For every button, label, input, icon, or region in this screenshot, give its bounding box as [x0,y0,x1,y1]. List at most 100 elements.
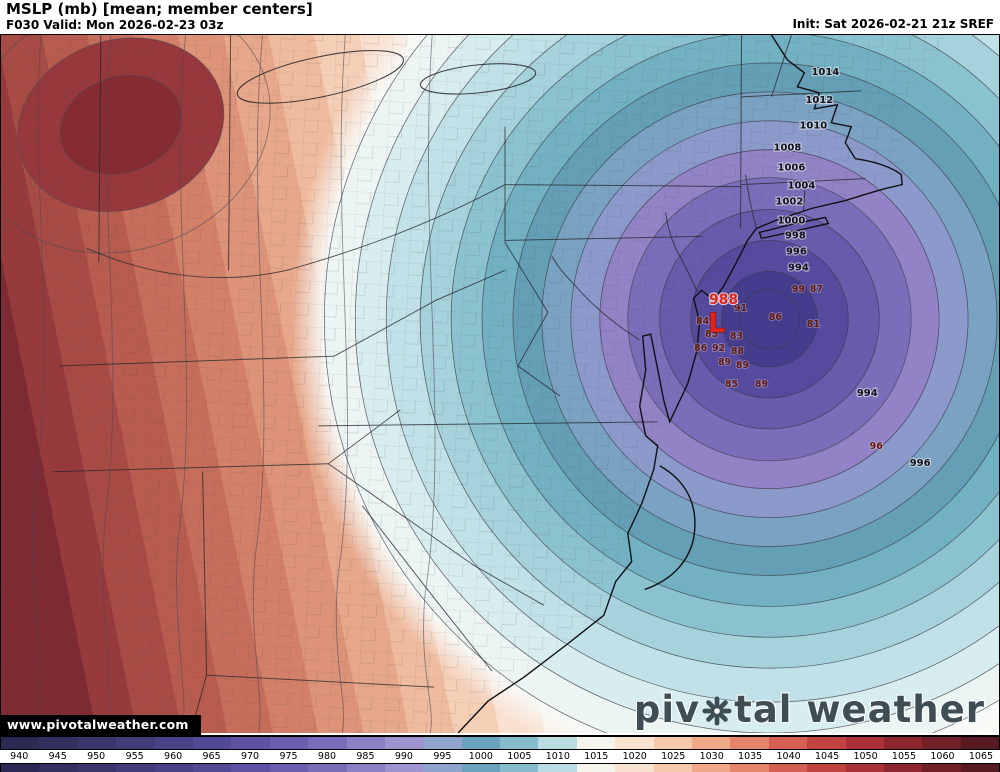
great-lakes-outline [236,50,537,104]
colorbar-cell [39,737,78,749]
partial-colorbar-cell [39,764,78,772]
partial-colorbar-cell [308,764,347,772]
colorbar-cell [730,737,769,749]
member-center-label: 92 [712,343,725,354]
colorbar-cell [576,737,616,749]
partial-colorbar-cell [730,764,769,772]
colorbar-cell [960,737,1000,749]
colorbar-footer: 940 945 950 955 960 965 970 975 980 985 990 995 1000… [0,736,1000,772]
header-left: MSLP (mb) [mean; member centers] F030 Va… [6,0,313,33]
colorbar-cell [231,737,270,749]
contour-label: 1012 [805,95,833,106]
colorbar-tick-label: 1030 [699,751,724,762]
colorbar-tick-label: 1035 [738,751,763,762]
map-area: 1014 1012 1010 1008 1006 1004 1002 1000 998 996 99… [0,34,1000,736]
contour-label: 1004 [788,181,816,192]
contour-label: 994 [857,388,878,399]
partial-colorbar-cell [692,764,731,772]
partial-colorbar-cell [500,764,539,772]
colorbar-cell [308,737,347,749]
contour-lines-high [1,35,436,733]
colorbar-tick-label: 1055 [891,751,917,762]
colorbar-tick-label: 955 [125,751,144,762]
partial-colorbar-cell [845,764,884,772]
partial-colorbar-cell [269,764,309,772]
low-symbol: L [708,308,725,339]
contour-label: 1008 [774,143,802,154]
colorbar-tick-label: 980 [317,751,337,762]
member-center-label: 85 [725,379,738,390]
colorbar-tick-label: 950 [87,751,106,762]
member-center-label: 85 [705,329,718,340]
colorbar-tick-label: 1050 [853,751,878,762]
county-grid [1,35,950,733]
partial-colorbar-cell [653,764,693,772]
contour-label: 996 [786,246,807,257]
colorbar-cell [116,737,155,749]
map-header: MSLP (mb) [mean; member centers] F030 Va… [0,0,1000,34]
colorbar-tick-label: 1040 [776,751,801,762]
colorbar-tick-label: 1015 [584,751,609,762]
contour-label: 1006 [778,163,806,174]
partial-colorbar-cell [461,764,501,772]
contour-label: 1000 [778,215,806,226]
member-center-label: 88 [731,346,744,357]
colorbar-tick-label: 995 [433,751,452,762]
colorbar-tick-label: 945 [48,751,67,762]
partial-colorbar-cell [154,764,193,772]
colorbar-tick-label: 1010 [545,751,570,762]
colorbar-cell [768,737,808,749]
member-center-label: 89 [755,379,768,390]
colorbar-cell [384,737,424,749]
colorbar-tick-label: 975 [279,751,298,762]
colorbar-tick-label: 965 [202,751,221,762]
brand-text-right: tal weather [734,688,985,731]
colorbar-cell [807,737,846,749]
contour-lines-low [324,35,999,733]
colorbar-tick-label: 970 [240,751,260,762]
member-center-label: 84 [696,316,710,327]
partial-colorbar-cell [615,764,654,772]
coastline [457,35,903,733]
partial-colorbar-cells [0,763,1000,772]
low-value-label: 988 [709,292,738,308]
partial-colorbar-cell [423,764,462,772]
init-time-label: Init: Sat 2026-02-21 21z SREF [792,17,994,31]
partial-colorbar-cell [1,764,40,772]
colorbar-tick-label: 960 [164,751,183,762]
pivotal-star-icon [702,695,732,726]
partial-colorbar-cell [116,764,155,772]
colorbar-cell [1,737,40,749]
partial-colorbar-cell [807,764,846,772]
member-center-label: 89 [736,360,749,371]
colorbar-cell [922,737,961,749]
colorbar-cell [500,737,539,749]
colorbar-cell [615,737,654,749]
partial-colorbar-cell [768,764,808,772]
valid-time-label: F030 Valid: Mon 2026-02-23 03z [6,18,224,32]
contour-label: 1002 [776,197,804,208]
member-center-label: 96 [870,441,884,452]
partial-colorbar-cell [77,764,117,772]
colorbar-tick-label: 1045 [814,751,840,762]
brand-logo: piv tal weather [634,688,985,731]
colorbar-tick-label: 985 [356,751,375,762]
partial-colorbar-cell [384,764,424,772]
colorbar-cell [845,737,884,749]
member-center-label: 83 [730,331,743,342]
member-center-label: 99 [792,284,805,295]
member-center-label: 81 [807,319,820,330]
colorbar-tick-label: 1025 [661,751,686,762]
colorbar-tick-label: 940 [10,751,29,762]
contour-label: 994 [788,262,809,273]
member-center-label: 86 [769,312,783,323]
pressure-map: 1014101210101008100610041002100099899699… [1,35,999,733]
contour-label: 996 [910,458,931,469]
colorbar-cell [653,737,693,749]
colorbar-labels: 940 945 950 955 960 965 970 975 980 985 990 995 1000… [0,750,1000,763]
colorbar-cell [154,737,193,749]
colorbar-cell [692,737,731,749]
page-title: MSLP (mb) [mean; member centers] [6,0,313,18]
